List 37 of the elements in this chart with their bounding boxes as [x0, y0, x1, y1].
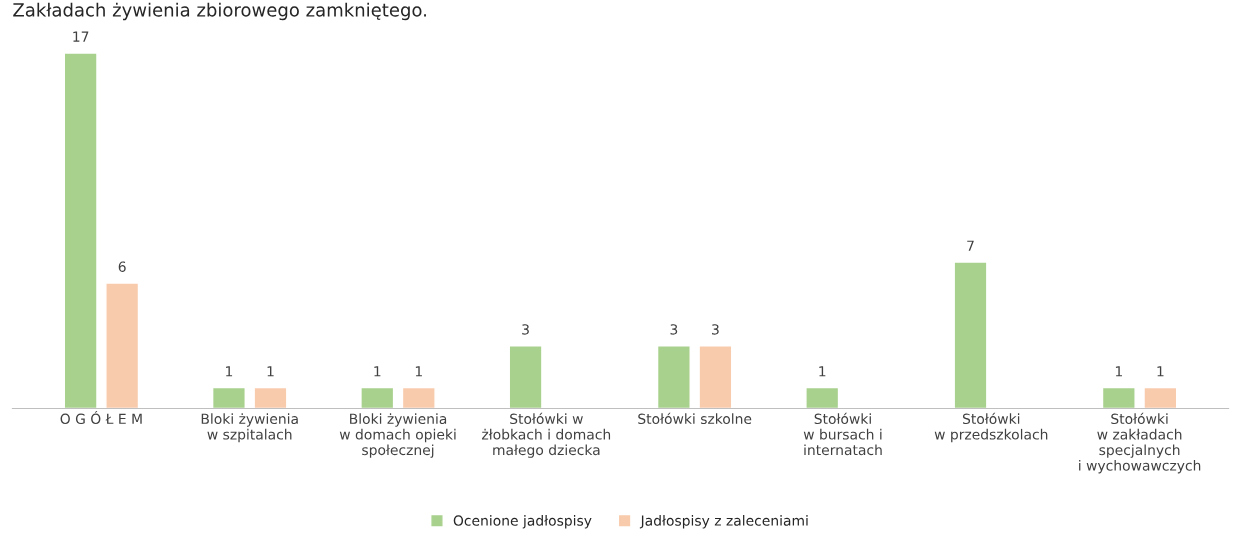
x-tick-label: Stołówki w bursach i internatach: [803, 412, 882, 456]
data-label: 1: [226, 366, 233, 377]
bar: [211, 386, 246, 409]
data-label: 1: [415, 366, 422, 377]
x-tick-label: Bloki żywienia w szpitalach: [201, 413, 298, 443]
bar: [805, 386, 840, 409]
data-label: 7: [967, 240, 974, 251]
x-tick-label: Stołówki w przedszkolach: [934, 412, 1048, 443]
x-tick-label: O G Ó Ł E M: [60, 411, 142, 425]
legend-label: Ocenione jadłospisy: [453, 515, 592, 529]
bar: [360, 386, 395, 409]
bar: [656, 345, 691, 409]
data-label: 1: [1115, 366, 1122, 377]
data-label: 1: [819, 366, 826, 377]
bar: [698, 345, 733, 409]
bar: [105, 282, 140, 409]
bar: [508, 345, 543, 409]
x-tick-label: Bloki żywienia w domach opieki społecznej: [339, 413, 456, 458]
x-tick-label: Stołówki w żłobkach i domach małego dziecka: [482, 412, 611, 458]
data-label: 3: [522, 324, 529, 335]
data-label: 3: [670, 324, 678, 335]
bar: [1143, 386, 1178, 409]
bar: [253, 386, 288, 409]
data-label: 6: [118, 261, 126, 272]
data-label: 1: [374, 366, 381, 377]
bar: [1101, 386, 1136, 409]
x-tick-label: Stołówki w zakładach specjalnych i wychowawczych: [1079, 412, 1201, 474]
legend-label: Jadłospisy z zaleceniami: [639, 515, 808, 529]
bar: [401, 386, 436, 409]
data-label: 17: [73, 31, 89, 42]
chart-title: Zakładach żywienia zbiorowego zamkniętego.: [13, 2, 426, 21]
data-label: 1: [1157, 366, 1164, 377]
bar: [953, 261, 988, 409]
data-label: 1: [267, 366, 274, 377]
data-label: 3: [712, 324, 719, 335]
x-tick-label: Stołówki szkolne: [638, 412, 752, 425]
bar: [63, 52, 98, 409]
